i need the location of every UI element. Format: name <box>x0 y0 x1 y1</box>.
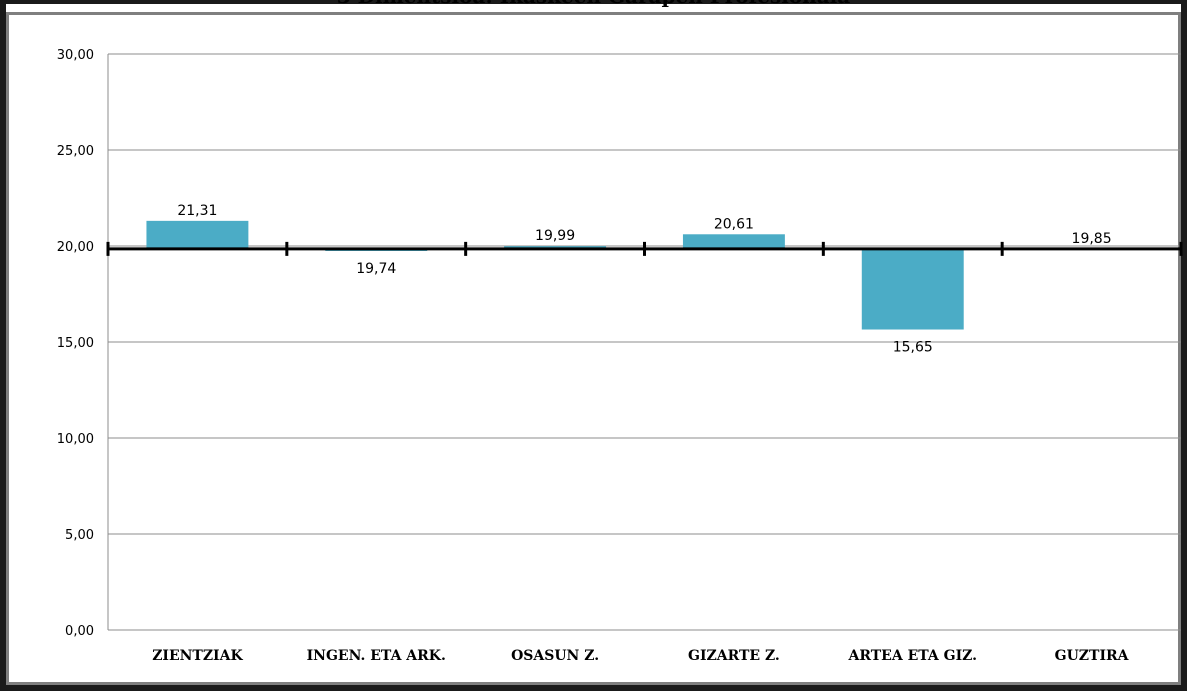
y-tick-label: 30,00 <box>57 48 94 63</box>
bar <box>861 248 964 330</box>
y-tick-label: 25,00 <box>57 144 94 159</box>
y-tick-label: 15,00 <box>57 336 94 351</box>
bar <box>682 234 785 249</box>
y-tick-label: 0,00 <box>65 624 94 639</box>
data-label: 19,99 <box>535 228 575 244</box>
x-tick-label: INGEN. ETA ARK. <box>307 648 446 664</box>
bar <box>146 220 249 249</box>
x-axis: ZIENTZIAK INGEN. ETA ARK. OSASUN Z. GIZARTE… <box>152 648 1129 664</box>
reference-line <box>106 241 1183 256</box>
y-tick-label: 10,00 <box>57 432 94 447</box>
data-label: 21,31 <box>177 203 217 219</box>
data-label: 19,85 <box>1072 231 1112 247</box>
y-tick-label: 20,00 <box>57 240 94 255</box>
x-tick-label: ARTEA ETA GIZ. <box>848 648 978 664</box>
x-tick-label: OSASUN Z. <box>511 648 599 664</box>
data-label: 19,74 <box>356 261 396 277</box>
bars <box>146 220 1143 330</box>
y-tick-label: 5,00 <box>65 528 94 543</box>
data-label: 15,65 <box>893 340 933 356</box>
chart-title: 3 Dimentsioa: Ikaskeen Garapen Profesion… <box>0 0 1187 8</box>
x-tick-label: ZIENTZIAK <box>152 648 243 664</box>
x-tick-label: GIZARTE Z. <box>688 648 780 664</box>
plot-area-border <box>6 12 1181 685</box>
data-labels: 21,31 19,74 19,99 20,61 15,65 19,85 <box>177 203 1111 356</box>
data-label: 20,61 <box>714 216 754 232</box>
gridlines <box>108 53 1181 631</box>
x-tick-label: GUZTIRA <box>1055 648 1130 664</box>
y-axis: 0,00 5,00 10,00 15,00 20,00 25,00 30,00 <box>57 48 109 639</box>
